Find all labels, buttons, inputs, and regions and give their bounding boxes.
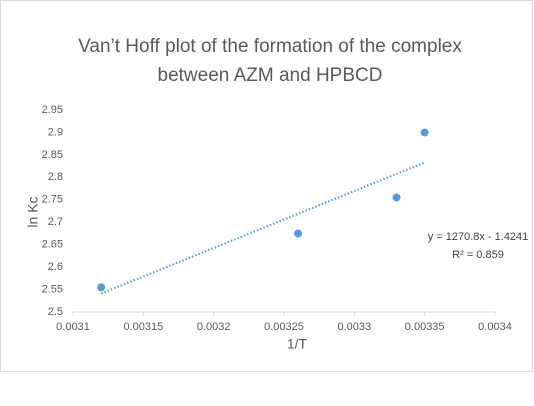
y-tick-label: 2.7 (48, 216, 63, 228)
data-point (97, 283, 106, 292)
y-tick-label: 2.9 (48, 126, 63, 138)
chart-title: between AZM and HPBCD (158, 65, 383, 86)
y-tick-label: 2.75 (42, 194, 63, 206)
x-tick-label: 0.0034 (478, 321, 512, 333)
data-point (392, 193, 401, 202)
x-tick-label: 0.00315 (123, 321, 163, 333)
y-tick-label: 2.95 (42, 104, 63, 116)
trendline-equation: y = 1270.8x - 1.4241 (428, 231, 529, 243)
y-tick-label: 2.5 (48, 306, 63, 318)
y-tick-label: 2.8 (48, 171, 63, 183)
y-tick-label: 2.85 (42, 149, 63, 161)
x-axis-title: 1/T (287, 336, 308, 352)
x-tick-label: 0.0033 (338, 321, 372, 333)
y-tick-label: 2.6 (48, 261, 63, 273)
x-tick-label: 0.00325 (264, 321, 304, 333)
chart-frame (0, 0, 533, 372)
data-point (294, 229, 303, 238)
r-squared: R² = 0.859 (452, 249, 504, 261)
trendline (100, 161, 426, 295)
data-point (420, 128, 429, 137)
y-tick-label: 2.55 (42, 283, 63, 295)
x-tick-label: 0.0031 (56, 321, 90, 333)
x-tick-label: 0.00335 (405, 321, 445, 333)
chart-title: Van’t Hoff plot of the formation of the … (78, 36, 462, 57)
y-axis-title: ln Kc (25, 196, 41, 227)
y-tick-label: 2.65 (42, 239, 63, 251)
x-tick-label: 0.0032 (197, 321, 231, 333)
